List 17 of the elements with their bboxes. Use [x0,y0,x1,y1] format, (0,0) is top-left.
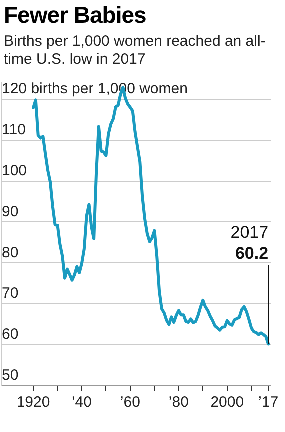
y-tick-label: 50 [2,367,19,384]
x-tick-label: ’60 [120,394,140,412]
x-tick-label: ’40 [72,394,92,412]
x-tick-label: 1920 [16,394,50,412]
x-tick-label: ’17 [258,394,279,412]
y-tick-label: 100 [2,162,28,180]
y-tick-label: 80 [2,244,19,262]
annotation: 60.2 [235,244,269,264]
y-tick-label: 110 [2,121,26,138]
chart-title: Fewer Babies [4,2,148,29]
y-tick-label: 60 [2,326,19,344]
annotation: 2017 [230,223,269,242]
y-tick-label: 70 [2,285,19,302]
x-tick-label: ’80 [168,394,189,412]
x-tick-label: 2000 [210,394,244,412]
y-tick-label: 90 [2,203,19,220]
chart-subtitle: Births per 1,000 women reached an all-time U.S. low in 2017 [4,33,267,69]
